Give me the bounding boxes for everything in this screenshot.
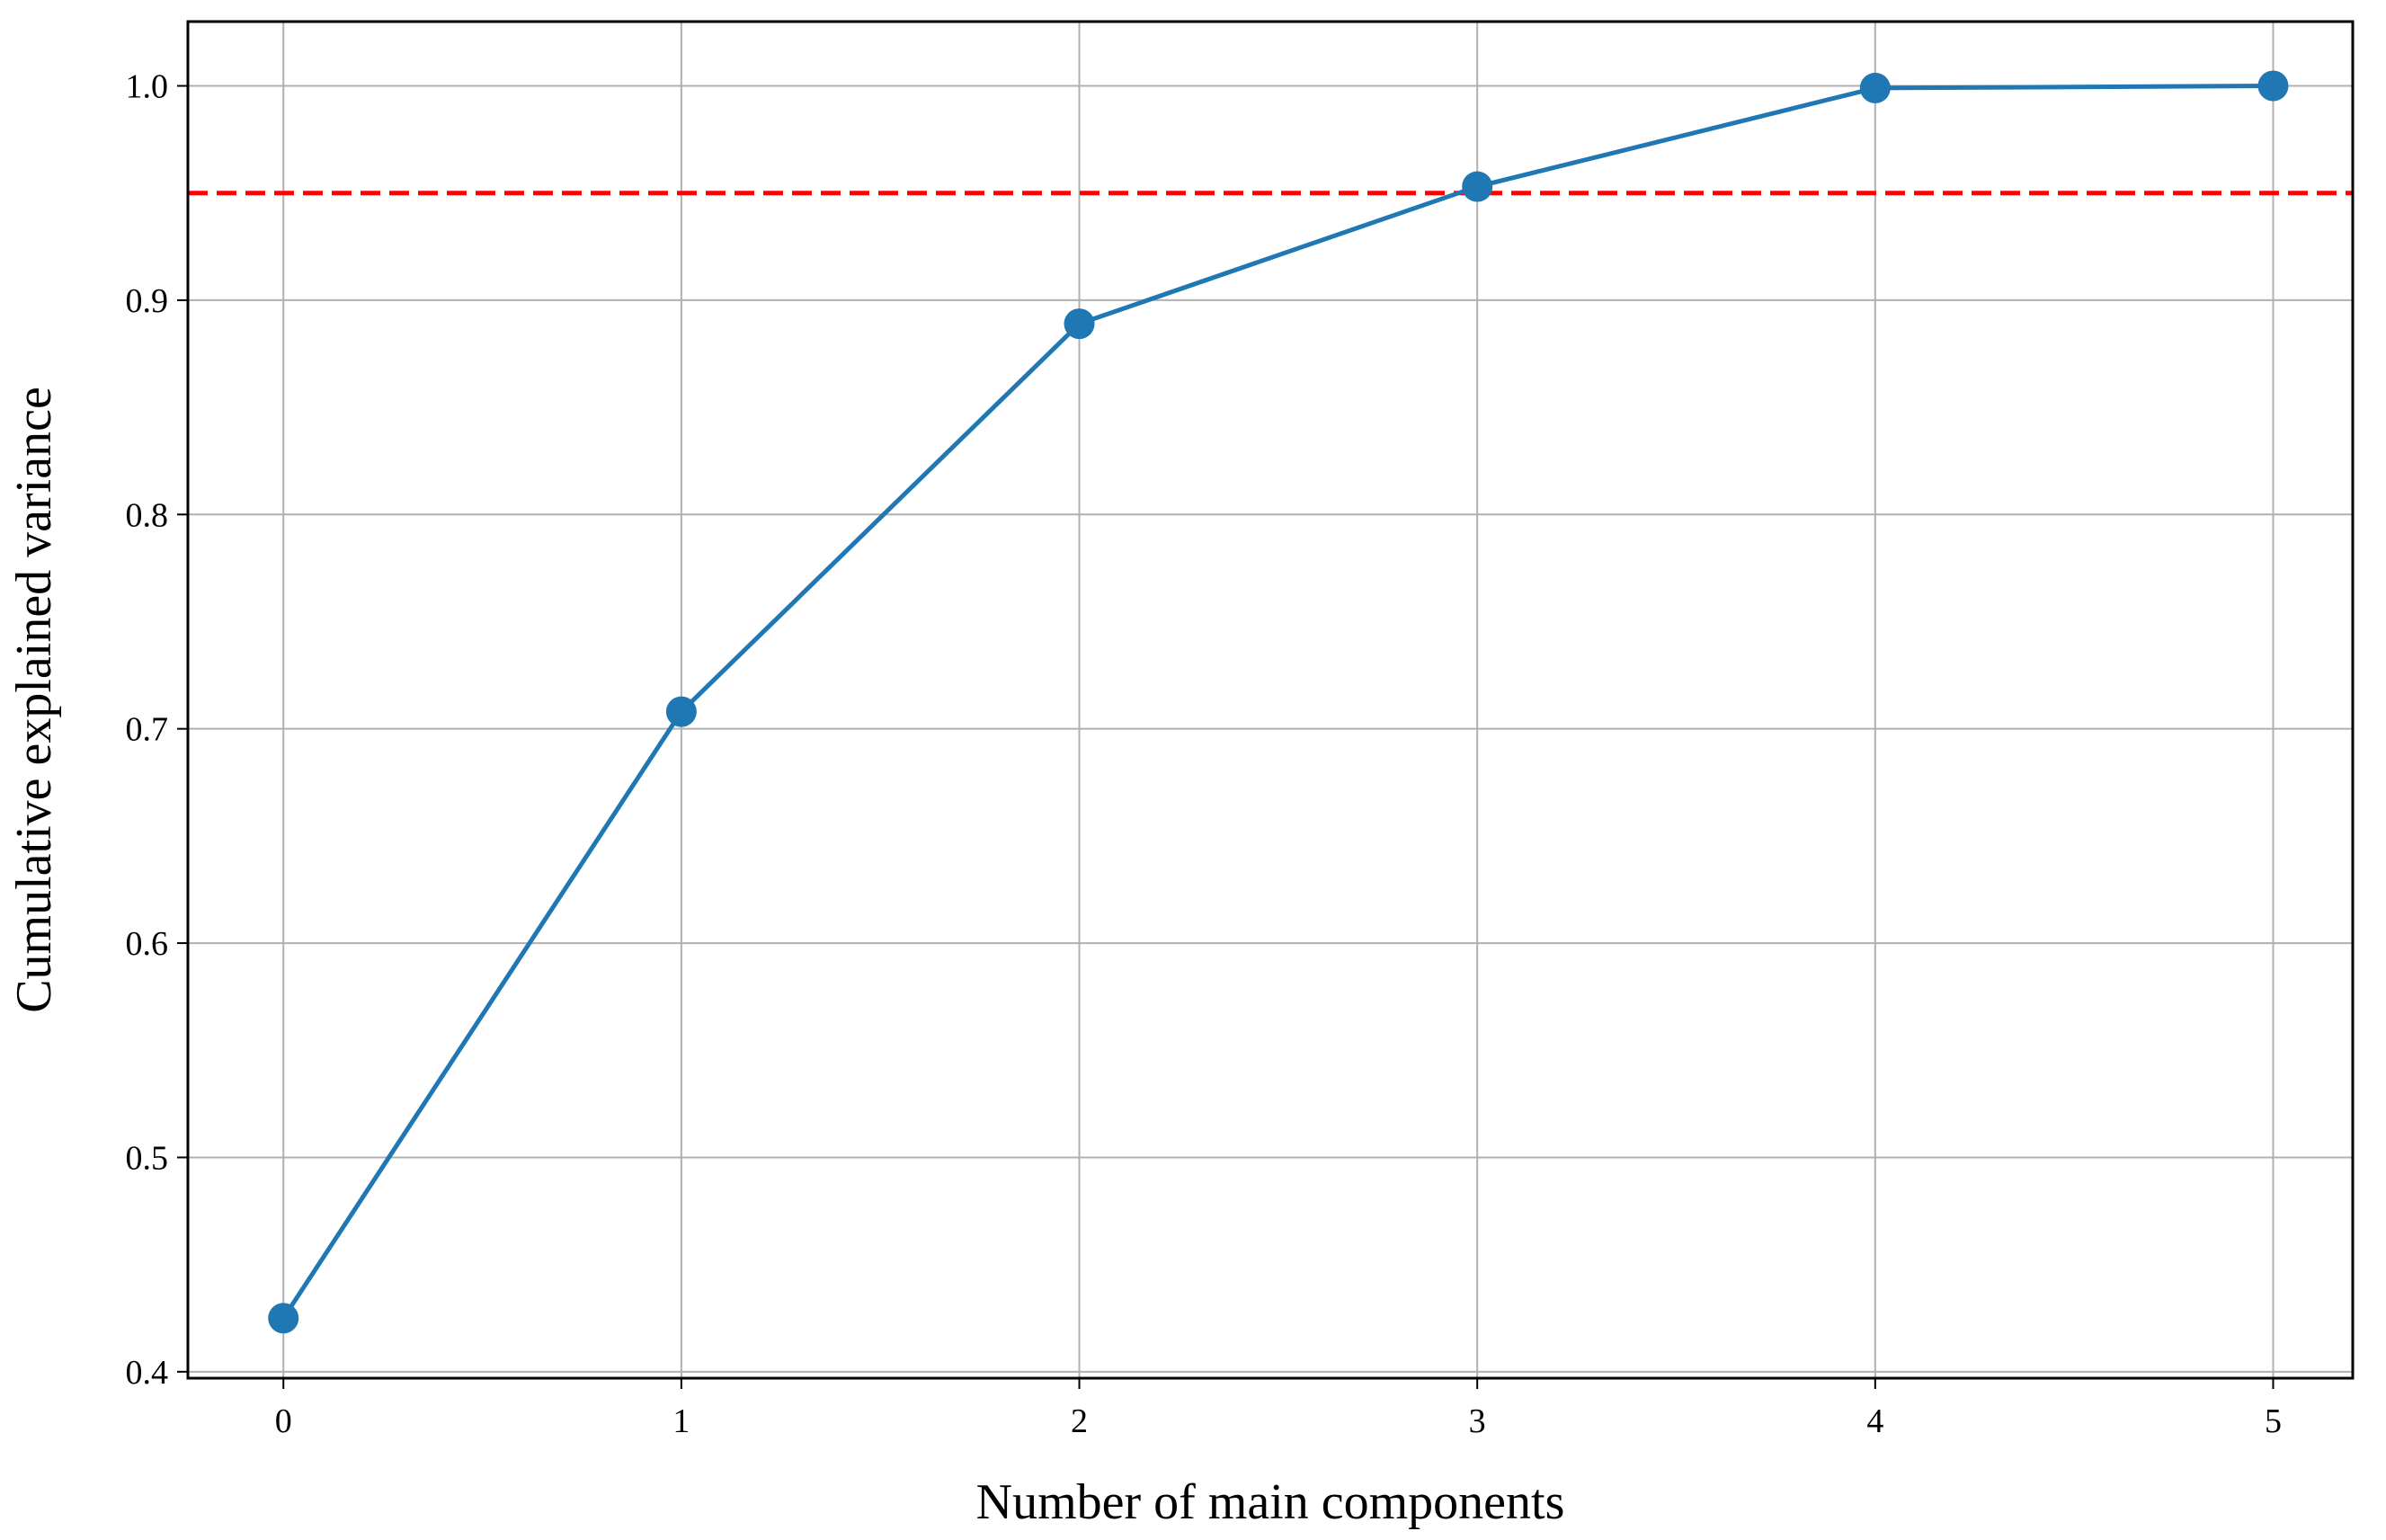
y-tick-label: 0.4 [126,1354,169,1392]
data-point [2257,70,2289,102]
y-tick-label: 0.9 [126,282,169,320]
y-axis-title: Cumulative explained variance [6,387,62,1013]
data-point [1859,72,1891,103]
x-tick-label: 0 [275,1402,292,1440]
x-tick-label: 3 [1469,1402,1486,1440]
data-point [1462,171,1493,202]
x-axis-title: Number of main components [976,1474,1565,1530]
x-tick-label: 5 [2265,1402,2282,1440]
plot-area [188,22,2353,1378]
data-point [1064,308,1095,340]
data-point [268,1303,299,1334]
data-point [665,696,697,727]
y-tick-label: 0.6 [126,925,169,963]
y-axis: 0.4 0.5 0.6 0.7 0.8 0.9 1.0 [126,68,188,1392]
x-tick-label: 4 [1866,1402,1883,1440]
series-group [268,70,2289,1334]
y-tick-label: 1.0 [126,68,169,106]
y-tick-label: 0.8 [126,496,169,534]
x-axis: 0 1 2 3 4 5 [275,1378,2282,1440]
plot-frame [186,20,2355,1380]
y-tick-label: 0.7 [126,711,169,749]
y-tick-label: 0.5 [126,1139,169,1177]
series-line [281,84,2274,1320]
x-tick-label: 2 [1071,1402,1088,1440]
x-tick-label: 1 [672,1402,690,1440]
